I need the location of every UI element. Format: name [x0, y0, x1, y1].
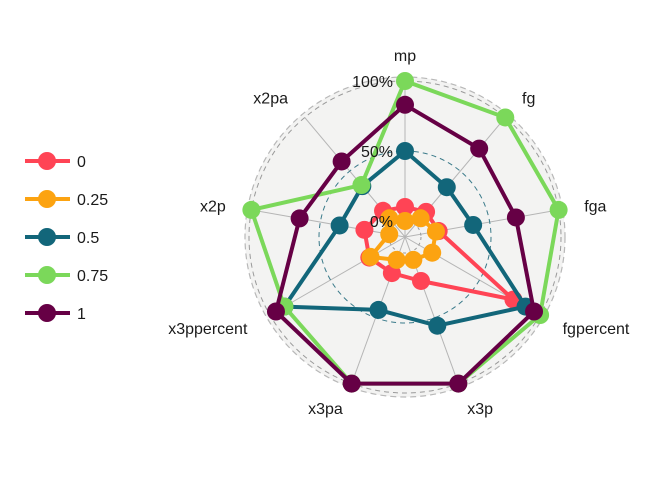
point-0-x3p — [412, 271, 431, 290]
spoke-x2p — [251, 209, 406, 238]
legend: 0 0.25 0.5 0.75 1 — [25, 152, 108, 323]
point-1-fga — [506, 208, 525, 227]
legend-marker — [38, 152, 56, 170]
axis-label-x2p: x2p — [200, 198, 226, 215]
series-line-1 — [274, 102, 536, 386]
grid-label-2: 100% — [352, 74, 393, 91]
grid-label-1: 50% — [361, 144, 393, 161]
legend-item-0.75: 0.75 — [25, 266, 108, 285]
axis-label-x3pa: x3pa — [308, 401, 343, 418]
axis-label-fga: fga — [584, 198, 606, 215]
legend-label: 0 — [77, 154, 86, 171]
legend-marker — [38, 190, 56, 208]
ring-50 — [318, 150, 492, 324]
point-0.5-mp — [396, 142, 414, 160]
point-0-x2p — [355, 220, 374, 239]
legend-label: 0.25 — [77, 192, 108, 209]
point-0.5-fga — [464, 215, 483, 234]
point-1-x2pa — [332, 152, 351, 171]
legend-label: 0.5 — [77, 230, 99, 247]
point-0.25-x3p — [404, 250, 423, 269]
point-0.75-fga — [549, 200, 568, 219]
series-0.25 — [361, 209, 445, 269]
point-1-x3p — [449, 374, 468, 393]
point-0.25-mp — [396, 212, 414, 230]
point-1-mp — [396, 95, 414, 114]
point-1-fg — [470, 139, 489, 158]
point-1-x2p — [290, 209, 309, 228]
legend-label: 1 — [77, 306, 86, 323]
point-0.25-fg — [411, 209, 430, 228]
legend-label: 0.75 — [77, 268, 108, 285]
point-0.25-x2p — [380, 225, 399, 244]
legend-item-0.5: 0.5 — [25, 228, 99, 247]
legend-item-1: 1 — [25, 304, 86, 323]
point-0.75-x2pa — [352, 176, 371, 195]
point-1-x3pa — [342, 374, 361, 393]
ring-100 — [248, 80, 562, 394]
point-1-fgpercent — [525, 302, 544, 321]
axis-label-fgpercent: fgpercent — [563, 321, 630, 338]
legend-item-0.25: 0.25 — [25, 190, 108, 209]
point-0.75-mp — [396, 72, 414, 90]
radar-grid-labels: 0% 50% 100% — [352, 74, 393, 231]
legend-item-0: 0 — [25, 152, 86, 171]
point-0.75-x2p — [242, 200, 261, 219]
axis-label-mp: mp — [394, 48, 416, 65]
series-line-0.5 — [282, 149, 528, 328]
point-0.5-x3pa — [369, 300, 388, 319]
axis-label-x3ppercent: x3ppercent — [168, 321, 248, 338]
radar-axis-labels: mp fg fga fgpercent x3p x3pa x3ppercent x2p x2pa — [168, 48, 630, 418]
grid-label-0: 0% — [370, 214, 393, 231]
point-0.75-fg — [496, 108, 515, 127]
point-1-x3ppercent — [266, 302, 285, 321]
radar-series-layer — [242, 72, 568, 393]
spoke-x3ppercent — [269, 236, 406, 316]
point-0.25-x2pa — [380, 209, 399, 228]
series-line-0 — [362, 205, 516, 302]
point-0.25-x3pa — [387, 250, 406, 269]
point-0.5-x3p — [428, 316, 447, 335]
point-0.5-fg — [437, 178, 456, 197]
point-0.5-x2p — [330, 216, 349, 235]
point-0.25-fgpercent — [423, 243, 442, 262]
axis-label-x2pa: x2pa — [253, 91, 288, 108]
series-1 — [266, 95, 544, 393]
legend-marker — [38, 266, 56, 284]
point-0.25-x3ppercent — [361, 247, 380, 266]
axis-label-x3p: x3p — [467, 401, 493, 418]
axis-label-fg: fg — [522, 91, 535, 108]
legend-marker — [38, 228, 56, 246]
point-0-mp — [396, 198, 414, 216]
point-0.25-fga — [426, 222, 445, 241]
legend-marker — [38, 304, 56, 322]
